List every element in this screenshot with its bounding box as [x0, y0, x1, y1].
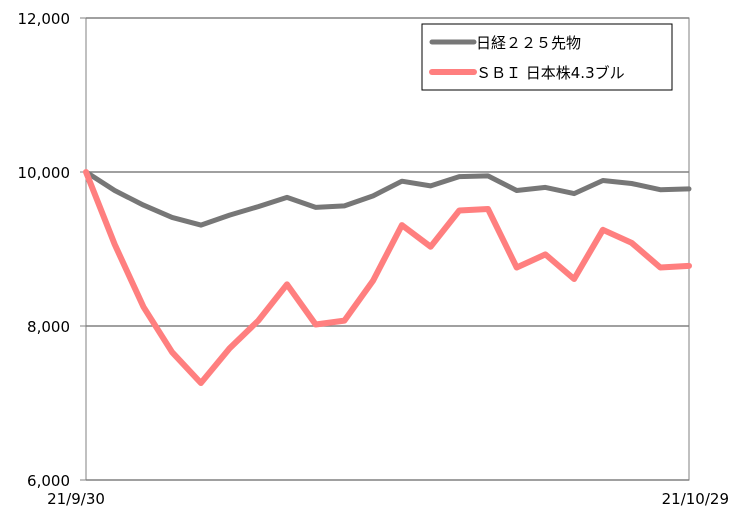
x-tick-label-start: 21/9/30	[47, 490, 105, 508]
series-line-2	[83, 169, 692, 386]
plot-area	[85, 17, 690, 481]
series-line-1	[83, 169, 692, 228]
y-tick-label: 10,000	[18, 164, 71, 182]
y-axis: 6,000 8,000 10,000 12,000	[18, 10, 86, 490]
x-axis: 21/9/30 21/10/29	[47, 490, 729, 508]
y-tick-label: 8,000	[27, 318, 70, 336]
series-lines	[83, 169, 692, 386]
legend-box	[421, 23, 673, 91]
legend-label-2: ＳＢＩ 日本株4.3ブル	[476, 64, 625, 82]
x-tick-label-end: 21/10/29	[662, 490, 729, 508]
y-tick-label: 6,000	[27, 472, 70, 490]
legend-label-1: 日経２２５先物	[476, 34, 581, 52]
legend: 日経２２５先物 ＳＢＩ 日本株4.3ブル	[421, 23, 673, 91]
y-tick-label: 12,000	[18, 10, 71, 28]
